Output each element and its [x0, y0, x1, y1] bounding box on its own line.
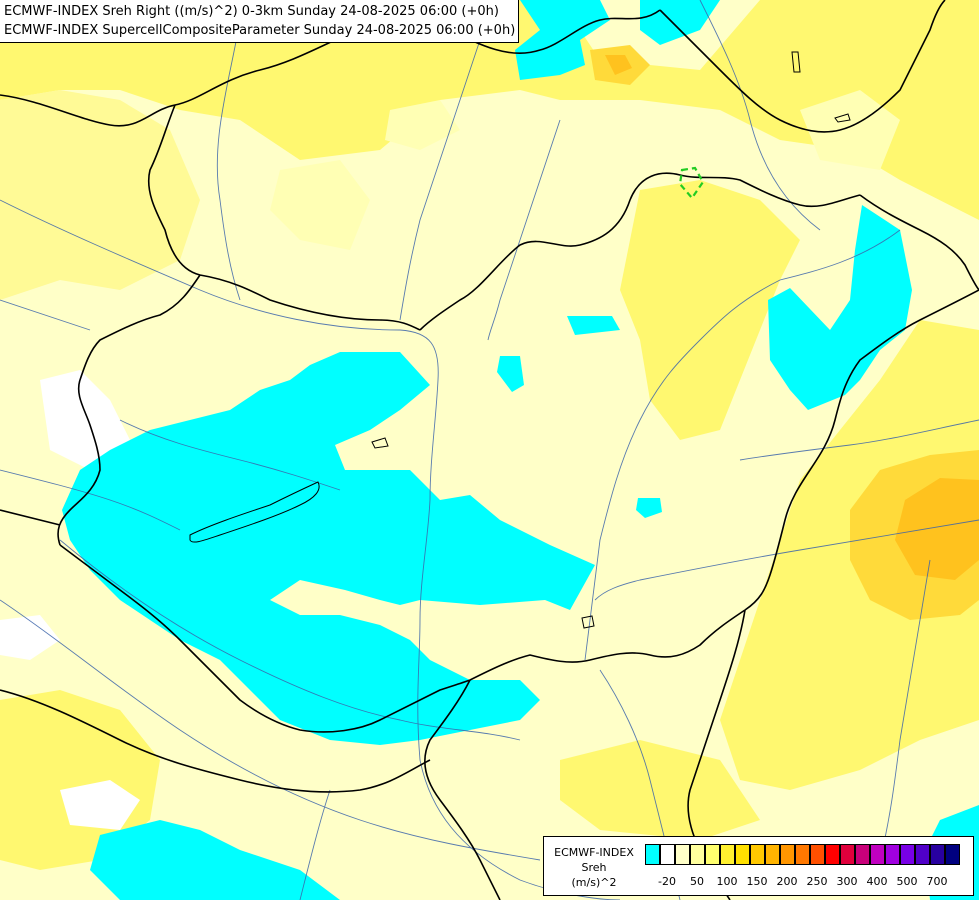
sreh-area-northeast — [620, 180, 800, 440]
legend-tick-8: 500 — [896, 875, 918, 888]
legend-caption-line-2: Sreh — [581, 861, 607, 874]
sreh-negative-area-southwest — [90, 820, 340, 900]
border-hungary-croatia — [59, 544, 471, 733]
border-slovakia-poland — [659, 0, 946, 133]
river-somes — [739, 419, 979, 461]
sreh-yellow-areas — [0, 0, 979, 870]
sreh-negative-area-small-1 — [567, 316, 620, 335]
sreh-negative-area-small-3 — [636, 498, 662, 518]
sreh-negative-area-small-2 — [497, 356, 524, 392]
legend-swatch-13 — [840, 844, 855, 865]
legend-swatch-3 — [690, 844, 705, 865]
legend-caption-line-3: (m/s)^2 — [571, 876, 617, 889]
legend-swatch-0 — [645, 844, 660, 865]
color-legend: ECMWF-INDEX Sreh (m/s)^2 -20 50 100 150 200 2… — [543, 836, 974, 896]
legend-tick-3: 150 — [746, 875, 768, 888]
legend-swatch-19 — [930, 844, 945, 865]
river-mures — [594, 519, 979, 601]
sreh-area-white-sw-2 — [0, 615, 60, 660]
river-sava — [0, 599, 541, 861]
legend-tick-6: 300 — [836, 875, 858, 888]
border-czech-slovakia — [147, 104, 421, 331]
border-slovakia-ukraine — [859, 194, 979, 291]
border-austria-hungary — [57, 274, 201, 546]
legend-tick-1: 50 — [690, 875, 704, 888]
border-austria-slovenia — [0, 509, 61, 526]
sreh-area-north-pale-3 — [800, 90, 900, 170]
legend-swatches — [645, 844, 960, 865]
legend-swatch-14 — [855, 844, 870, 865]
sreh-negative-area-northeast — [768, 205, 912, 410]
sreh-negative-area-central — [62, 352, 595, 745]
sreh-area-east-orange — [895, 478, 979, 580]
legend-swatch-8 — [765, 844, 780, 865]
river-drava — [59, 539, 521, 741]
sreh-area-north-pale — [270, 160, 370, 250]
lake-small-3 — [834, 113, 851, 123]
legend-swatch-2 — [675, 844, 690, 865]
river-vah — [399, 39, 481, 321]
sreh-area-west — [0, 90, 200, 300]
river-danube — [0, 199, 621, 900]
legend-caption-line-1: ECMWF-INDEX — [554, 846, 634, 859]
river-morava — [216, 19, 241, 301]
title-line-scp: ECMWF-INDEX SupercellCompositeParameter … — [4, 23, 516, 38]
legend-tick-4: 200 — [776, 875, 798, 888]
border-hungary-ukraine-romania — [744, 289, 979, 611]
lake-small-2 — [581, 615, 595, 629]
border-croatia-bosnia — [0, 689, 431, 793]
sreh-area-north-orange — [605, 55, 632, 75]
legend-caption: ECMWF-INDEX Sreh (m/s)^2 — [544, 845, 644, 890]
legend-swatch-11 — [810, 844, 825, 865]
sreh-area-white-sw — [60, 780, 140, 830]
lake-small-4 — [791, 51, 801, 73]
legend-swatch-9 — [780, 844, 795, 865]
legend-swatch-4 — [705, 844, 720, 865]
border-hungary-serbia — [469, 609, 746, 681]
lakes — [189, 51, 851, 629]
river-bosna — [299, 789, 331, 900]
legend-swatch-5 — [720, 844, 735, 865]
river-mur — [0, 469, 181, 531]
legend-swatch-12 — [825, 844, 840, 865]
legend-swatch-10 — [795, 844, 810, 865]
lake-small-1 — [371, 437, 389, 449]
legend-swatch-15 — [870, 844, 885, 865]
legend-swatch-17 — [900, 844, 915, 865]
sreh-area-southeast — [560, 740, 760, 840]
river-olt — [879, 559, 931, 861]
river-raba — [119, 419, 341, 491]
river-hron — [487, 119, 561, 341]
legend-tick-9: 700 — [926, 875, 948, 888]
legend-swatch-20 — [945, 844, 960, 865]
map-title-box: ECMWF-INDEX Sreh Right ((m/s)^2) 0-3km S… — [0, 0, 519, 43]
sreh-area-north-pale-2 — [385, 100, 460, 150]
legend-swatch-1 — [660, 844, 675, 865]
legend-swatch-6 — [735, 844, 750, 865]
legend-ticks: -20 50 100 150 200 250 300 400 500 700 — [645, 874, 975, 889]
legend-swatch-16 — [885, 844, 900, 865]
sreh-area-north — [0, 0, 979, 220]
legend-tick-0: -20 — [658, 875, 676, 888]
lake-balaton — [189, 481, 320, 543]
sreh-negative-area-north-top-2 — [640, 0, 720, 45]
legend-tick-2: 100 — [716, 875, 738, 888]
sreh-area-east — [720, 320, 979, 790]
sreh-area-white-west — [40, 370, 130, 470]
legend-tick-5: 250 — [806, 875, 828, 888]
legend-swatch-18 — [915, 844, 930, 865]
title-line-sreh: ECMWF-INDEX Sreh Right ((m/s)^2) 0-3km S… — [4, 4, 499, 19]
river-vistula — [699, 0, 821, 231]
river-inn — [0, 299, 91, 331]
legend-tick-7: 400 — [866, 875, 888, 888]
legend-swatch-7 — [750, 844, 765, 865]
river-tisza — [584, 229, 901, 661]
border-croatia-serbia-bosnia — [424, 679, 501, 900]
scp-contour — [678, 166, 705, 200]
border-slovakia-hungary — [419, 172, 861, 331]
